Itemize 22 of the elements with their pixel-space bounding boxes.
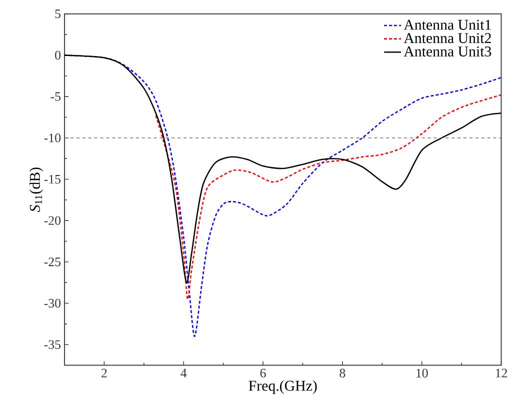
legend-label: Antenna Unit3	[404, 46, 492, 57]
x-tick-label: 10	[416, 368, 428, 378]
y-tick-label: -30	[44, 298, 61, 308]
legend-label: Antenna Unit1	[404, 20, 491, 30]
y-tick-label: -10	[44, 134, 61, 142]
line-series	[155, 94, 502, 300]
y-tick-label: -5	[50, 92, 61, 101]
y-tick-label: -15	[44, 174, 61, 184]
y-tick-label: -20	[44, 216, 61, 225]
line-series	[64, 54, 502, 284]
y-tick-label: -35	[44, 340, 61, 349]
x-tick-label: 12	[496, 368, 507, 378]
x-tick-label: 2	[102, 368, 107, 378]
x-axis-title: Freq.(GHz)	[248, 380, 317, 394]
x-tick-label: 6	[260, 368, 266, 378]
y-axis-title: S$_{11}$(dB)	[29, 168, 43, 212]
x-tick-label: 4	[180, 368, 187, 378]
y-tick-label: 5	[55, 10, 61, 18]
y-tick-label: 0	[55, 50, 61, 60]
y-tick-label: -25	[44, 258, 61, 266]
x-tick-label: 8	[340, 368, 346, 378]
legend-label: Antenna Unit2	[404, 33, 491, 44]
